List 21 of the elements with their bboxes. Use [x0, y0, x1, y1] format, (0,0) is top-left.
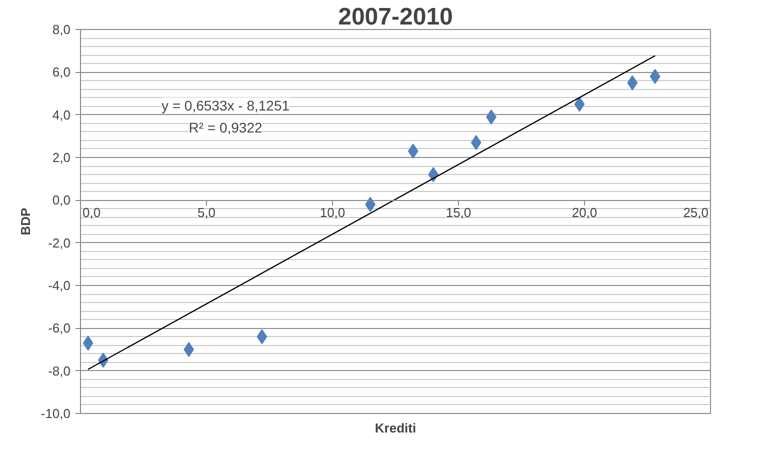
x-tick-label: 15,0 [446, 205, 472, 220]
x-tick-label: 20,0 [572, 205, 598, 220]
y-tick-label: 2,0 [52, 150, 71, 165]
y-tick-label: 4,0 [52, 107, 71, 122]
y-tick-label: -6,0 [48, 320, 71, 336]
y-tick-label: -8,0 [48, 363, 71, 378]
x-tick-label: 25,0 [683, 205, 709, 220]
x-tick-label: 0,0 [82, 205, 101, 220]
y-tick-label: 0,0 [52, 192, 71, 208]
x-axis-title: Krediti [374, 420, 416, 436]
y-tick-label: 8,0 [52, 22, 71, 37]
annotation: y = 0,6533x - 8,1251 [161, 98, 290, 114]
y-axis-title: BDP [18, 207, 33, 236]
chart-title: 2007-2010 [338, 4, 453, 30]
y-tick-label: -2,0 [48, 235, 71, 250]
y-tick-label: -4,0 [48, 278, 71, 293]
y-tick-label: 6,0 [52, 64, 71, 80]
y-tick-label: -10,0 [40, 406, 71, 421]
x-tick-label: 5,0 [197, 205, 216, 220]
annotation: R² = 0,9322 [188, 120, 262, 136]
x-tick-label: 10,0 [320, 205, 346, 220]
